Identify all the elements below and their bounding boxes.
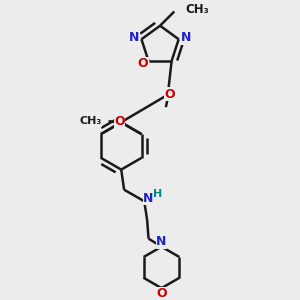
Text: N: N [181, 31, 191, 44]
Text: O: O [156, 287, 167, 300]
Text: N: N [143, 192, 154, 205]
Text: N: N [129, 31, 140, 44]
Text: CH₃: CH₃ [186, 3, 210, 16]
Text: O: O [137, 58, 148, 70]
Text: CH₃: CH₃ [79, 116, 101, 126]
Text: O: O [165, 88, 176, 101]
Text: O: O [114, 116, 125, 128]
Text: H: H [153, 189, 163, 199]
Text: N: N [156, 235, 167, 248]
